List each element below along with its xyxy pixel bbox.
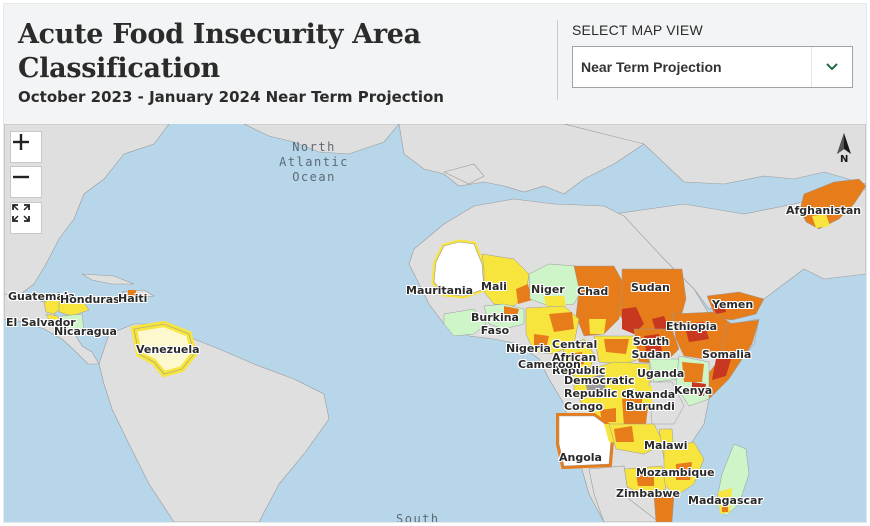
country-label-ethiopia[interactable]: Ethiopia — [666, 320, 717, 333]
north-arrow-letter: N — [840, 154, 849, 165]
map-view-label: SELECT MAP VIEW — [572, 22, 703, 38]
zoom-out-button[interactable] — [10, 166, 42, 198]
country-label-afghanistan[interactable]: Afghanistan — [786, 204, 862, 217]
country-label-chad[interactable]: Chad — [577, 285, 609, 298]
country-label-somalia[interactable]: Somalia — [702, 348, 752, 361]
page-title: Acute Food Insecurity Area Classificatio… — [18, 19, 421, 84]
fullscreen-button[interactable] — [10, 202, 42, 234]
country-label-burkina-faso[interactable]: Burkina Faso — [471, 311, 519, 337]
country-label-burundi[interactable]: Burundi — [626, 400, 675, 413]
map-svg — [4, 124, 866, 522]
chevron-down-icon[interactable] — [821, 57, 843, 77]
country-label-niger[interactable]: Niger — [531, 283, 565, 296]
map-view-selected-value: Near Term Projection — [581, 59, 722, 75]
country-label-malawi[interactable]: Malawi — [644, 439, 688, 452]
zoom-in-button[interactable] — [10, 131, 42, 163]
map-canvas[interactable]: North Atlantic Ocean South Guatemala Hon… — [4, 124, 866, 522]
country-label-honduras[interactable]: Honduras — [60, 293, 120, 306]
country-label-mali[interactable]: Mali — [481, 280, 507, 293]
country-label-el-salvador[interactable]: El Salvador — [6, 316, 76, 329]
fullscreen-icon — [12, 204, 30, 222]
header-panel: Acute Food Insecurity Area Classificatio… — [4, 4, 866, 124]
country-label-yemen[interactable]: Yemen — [712, 298, 754, 311]
country-label-mauritania[interactable]: Mauritania — [406, 284, 474, 297]
country-label-cameroon[interactable]: Cameroon — [518, 358, 581, 371]
country-label-uganda[interactable]: Uganda — [637, 367, 685, 380]
country-label-mozambique[interactable]: Mozambique — [636, 466, 715, 479]
country-label-guatemala[interactable]: Guatemala — [8, 290, 76, 303]
country-label-nigeria[interactable]: Nigeria — [506, 342, 551, 355]
country-label-car[interactable]: Central African Republic — [552, 338, 606, 377]
country-label-madagascar[interactable]: Madagascar — [688, 494, 763, 507]
map-view-select[interactable]: Near Term Projection — [572, 46, 853, 88]
header-divider — [557, 20, 558, 100]
country-label-angola[interactable]: Angola — [559, 451, 602, 464]
app-frame — [3, 3, 867, 523]
ocean-label-south: South — [396, 512, 440, 522]
minus-icon — [13, 175, 29, 179]
country-label-rwanda[interactable]: Rwanda — [626, 388, 676, 401]
select-separator — [811, 47, 812, 87]
country-label-nicaragua[interactable]: Nicaragua — [54, 325, 117, 338]
country-label-south-sudan[interactable]: South Sudan — [631, 335, 671, 361]
plus-icon — [13, 134, 29, 150]
country-label-zimbabwe[interactable]: Zimbabwe — [616, 487, 681, 500]
north-arrow-icon: N — [833, 132, 855, 168]
country-label-drc[interactable]: Democratic Republic of Congo — [564, 374, 635, 413]
country-label-venezuela[interactable]: Venezuela — [136, 343, 200, 356]
page-subtitle: October 2023 - January 2024 Near Term Pr… — [18, 88, 444, 106]
ocean-label-north-atlantic: North Atlantic Ocean — [279, 140, 349, 184]
country-label-sudan[interactable]: Sudan — [631, 281, 670, 294]
country-label-kenya[interactable]: Kenya — [674, 384, 713, 397]
country-label-haiti[interactable]: Haiti — [118, 292, 148, 305]
